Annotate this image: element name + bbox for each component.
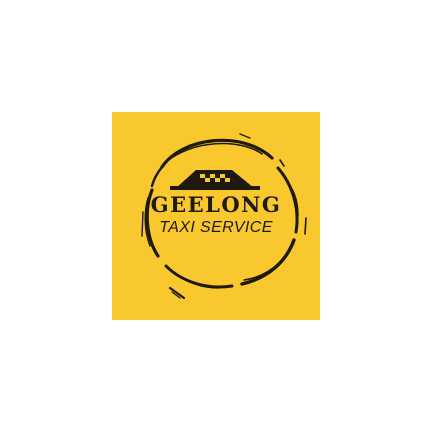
logo-tile: GEELONG TAXI SERVICE (112, 112, 320, 320)
taxi-roof-sign-icon (170, 170, 260, 190)
checker-pattern (200, 174, 230, 182)
brand-tagline: TAXI SERVICE (159, 219, 273, 236)
brand-name: GEELONG (150, 192, 282, 217)
logo-emblem (141, 133, 307, 300)
brush-ring (141, 133, 307, 300)
